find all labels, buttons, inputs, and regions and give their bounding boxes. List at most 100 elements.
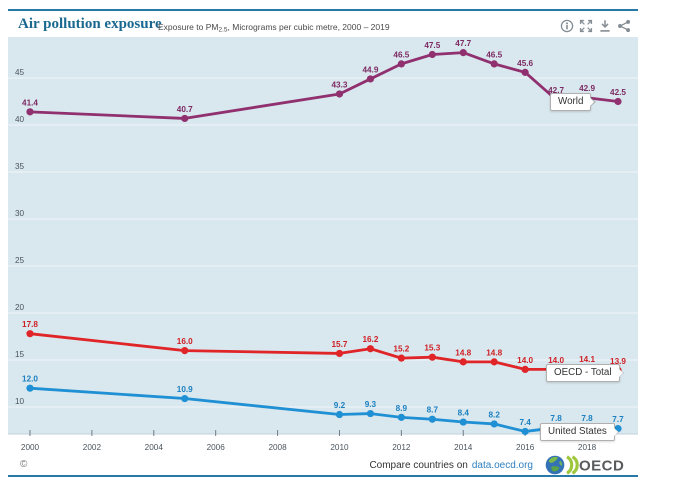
data-point-world[interactable]: [26, 108, 34, 116]
oecd-chevron-icon: [571, 455, 579, 475]
data-point-label: 8.2: [489, 410, 501, 419]
data-point-label: 42.7: [548, 86, 564, 95]
data-point-label: 7.8: [581, 414, 593, 423]
subtitle-rest: , Micrograms per cubic metre, 2000 – 201…: [227, 22, 390, 32]
chart-subtitle: Exposure to PM2.5, Micrograms per cubic …: [158, 22, 390, 34]
oecd-logo: OECD: [545, 455, 624, 475]
data-point-oecd-total[interactable]: [490, 358, 498, 366]
data-point-united-states[interactable]: [366, 409, 375, 418]
data-point-united-states[interactable]: [26, 384, 34, 392]
data-point-label: 15.7: [332, 340, 348, 349]
x-axis-tick-label: 2016: [516, 443, 535, 452]
subtitle-text: Exposure to PM: [158, 22, 219, 32]
data-point-world[interactable]: [335, 90, 344, 98]
x-axis-tick-label: 2010: [330, 443, 349, 452]
data-point-label: 41.4: [22, 98, 38, 107]
data-oecd-link[interactable]: data.oecd.org: [471, 459, 533, 471]
data-point-label: 12.0: [22, 375, 38, 384]
data-point-label: 47.7: [455, 39, 471, 48]
data-point-world[interactable]: [397, 60, 405, 68]
compare-text: Compare countries on: [369, 459, 468, 471]
data-point-oecd-total[interactable]: [428, 353, 436, 361]
data-point-label: 7.7: [612, 415, 624, 424]
data-point-united-states[interactable]: [335, 410, 344, 419]
data-point-label: 14.0: [548, 356, 564, 365]
share-icon[interactable]: [617, 19, 631, 33]
data-point-world[interactable]: [428, 50, 436, 59]
data-point-united-states[interactable]: [521, 427, 529, 436]
toolbar: [560, 19, 631, 33]
data-point-oecd-total[interactable]: [397, 354, 405, 362]
data-point-label: 44.9: [362, 65, 378, 74]
data-point-oecd-total[interactable]: [181, 347, 189, 355]
data-point-world[interactable]: [521, 68, 529, 76]
data-point-label: 9.3: [365, 400, 377, 409]
fullscreen-icon[interactable]: [579, 19, 593, 33]
copyright-icon: ©: [20, 459, 28, 470]
download-icon[interactable]: [598, 19, 612, 33]
data-point-oecd-total[interactable]: [26, 330, 34, 338]
footer-right: Compare countries on data.oecd.org OECD: [369, 455, 633, 475]
data-point-label: 40.7: [177, 105, 193, 114]
data-point-label: 8.9: [396, 404, 408, 413]
data-point-world[interactable]: [614, 97, 622, 106]
info-icon[interactable]: [560, 19, 574, 33]
data-point-label: 14.8: [455, 348, 471, 357]
x-axis-tick-label: 2004: [145, 443, 164, 452]
data-point-label: 47.5: [424, 41, 440, 50]
data-point-label: 14.1: [579, 355, 595, 364]
subtitle-subscript: 2.5: [218, 26, 228, 34]
data-point-label: 14.8: [486, 348, 502, 357]
data-point-oecd-total[interactable]: [521, 365, 529, 373]
series-label-text: OECD - Total: [554, 367, 612, 378]
data-point-world[interactable]: [366, 75, 375, 83]
data-point-united-states[interactable]: [490, 420, 498, 428]
y-axis-tick-label: 35: [15, 162, 25, 171]
data-point-oecd-total[interactable]: [366, 345, 375, 353]
data-point-world[interactable]: [181, 114, 189, 123]
data-point-label: 8.4: [458, 409, 470, 418]
x-axis-tick-label: 2008: [268, 443, 287, 452]
data-point-label: 16.2: [362, 335, 378, 344]
x-axis-tick-label: 2000: [21, 443, 40, 452]
data-point-oecd-total[interactable]: [335, 349, 344, 358]
data-point-label: 15.3: [424, 344, 440, 353]
series-label-text: United States: [548, 426, 607, 437]
data-point-label: 45.6: [517, 59, 533, 68]
download-icon-glyph: [600, 20, 610, 32]
data-point-label: 10.9: [177, 385, 193, 394]
data-point-label: 17.8: [22, 320, 38, 329]
data-point-united-states[interactable]: [181, 394, 189, 403]
y-axis-tick-label: 15: [15, 350, 25, 359]
series-label-united-states[interactable]: United States: [540, 423, 620, 441]
y-axis-tick-label: 10: [15, 397, 25, 406]
chart-area: 10 15 20 25 30 35 40 45 2000 2002 2004 2006 2008 2010…: [8, 37, 638, 455]
x-axis-tick-label: 2002: [83, 443, 102, 452]
chart-footer: © Compare countries on data.oecd.org OEC…: [8, 455, 638, 475]
data-point-united-states[interactable]: [459, 418, 467, 426]
data-point-united-states[interactable]: [428, 415, 436, 423]
data-point-label: 46.5: [393, 50, 409, 59]
data-point-united-states[interactable]: [397, 413, 405, 421]
y-axis-tick-label: 45: [15, 68, 25, 77]
data-point-label: 7.8: [550, 414, 562, 423]
data-point-oecd-total[interactable]: [459, 358, 467, 366]
series-label-world[interactable]: World: [550, 93, 597, 111]
chart-widget: Air pollution exposure Exposure to PM2.5…: [8, 9, 638, 477]
plot-background: [8, 37, 638, 434]
data-point-world[interactable]: [490, 60, 498, 68]
data-point-label: 42.9: [579, 84, 595, 93]
data-point-world[interactable]: [459, 49, 467, 57]
y-axis-tick-label: 40: [15, 115, 25, 124]
data-point-label: 43.3: [332, 80, 348, 89]
data-point-label: 8.7: [427, 406, 439, 415]
data-point-label: 42.5: [610, 88, 626, 97]
y-axis-tick-label: 30: [15, 209, 25, 218]
share-icon-glyph: [618, 19, 631, 33]
y-axis-tick-label: 25: [15, 256, 25, 265]
series-label-oecd-total[interactable]: OECD - Total: [546, 364, 624, 382]
data-point-label: 14.0: [517, 356, 533, 365]
oecd-logo-text: OECD: [579, 458, 624, 475]
x-axis-tick-label: 2014: [454, 443, 473, 452]
